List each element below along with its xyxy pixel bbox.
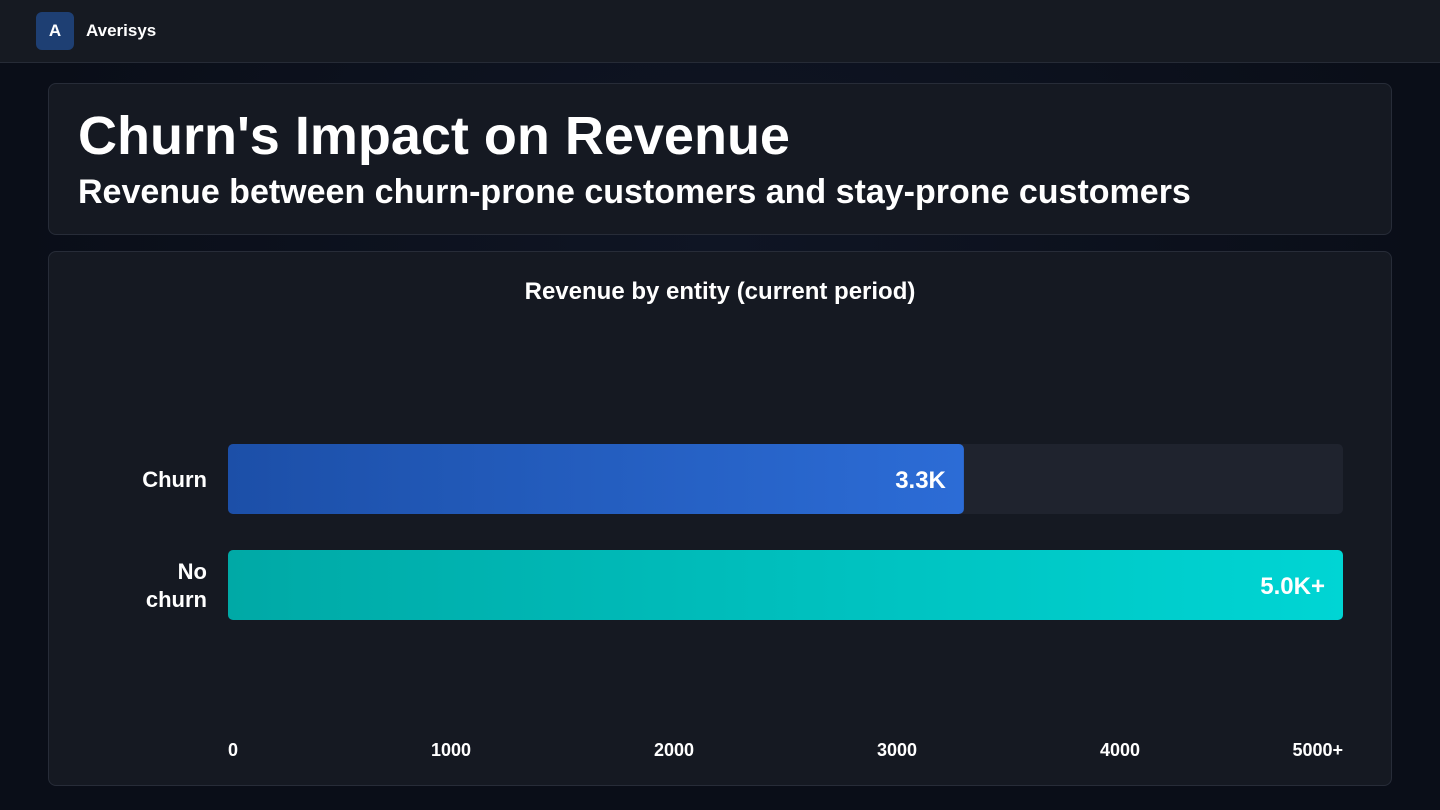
page-title: Churn's Impact on Revenue	[78, 106, 790, 166]
bar-churn[interactable]	[228, 444, 964, 514]
app-logo[interactable]: A	[36, 12, 74, 50]
x-tick-label: 5000+	[1292, 740, 1343, 760]
x-tick-label: 1000	[431, 740, 471, 760]
top-bar: A Averisys	[0, 0, 1440, 63]
bar-chart: 3.3K Churn 5.0K+ No churn 0 1000 2000 3000 4000 50…	[142, 444, 1343, 760]
chart-card: Revenue by entity (current period) 3.3K C…	[48, 251, 1392, 786]
app-name: Averisys	[86, 21, 157, 40]
x-tick-label: 0	[228, 740, 238, 760]
x-tick-label: 4000	[1100, 740, 1140, 760]
value-label: 5.0K+	[1260, 573, 1325, 600]
x-tick-label: 2000	[654, 740, 694, 760]
category-label: No churn	[146, 559, 207, 612]
x-tick-label: 3000	[877, 740, 917, 760]
header-card: Churn's Impact on Revenue Revenue betwee…	[48, 83, 1392, 235]
page-subtitle: Revenue between churn-prone customers an…	[78, 173, 1191, 211]
bar-no-churn[interactable]	[228, 550, 1343, 620]
value-label: 3.3K	[895, 467, 946, 494]
chart-title: Revenue by entity (current period)	[524, 278, 916, 305]
category-label: Churn	[142, 467, 207, 492]
